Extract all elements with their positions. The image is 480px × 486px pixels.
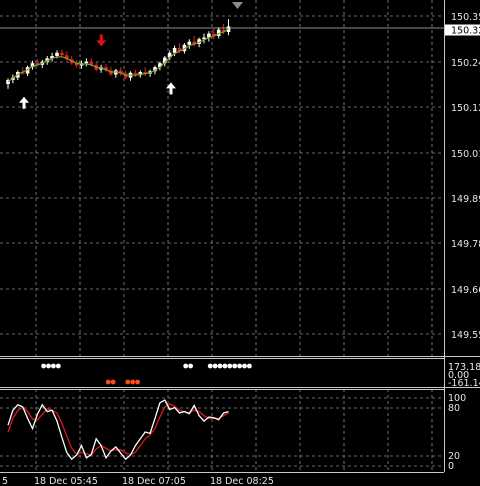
candle-body	[35, 63, 40, 65]
white-dot	[51, 363, 56, 369]
price-label: 149.66	[451, 285, 480, 296]
candle-body	[182, 44, 187, 52]
orange-dot	[105, 379, 111, 385]
stochastic-layer	[7, 399, 229, 461]
candle-body	[104, 67, 108, 71]
candle-body	[89, 61, 94, 65]
stochastic-line	[7, 399, 229, 461]
price-label: 149.78	[451, 239, 480, 250]
candle-body	[153, 67, 157, 72]
candle-body	[20, 72, 25, 74]
panel-frames	[0, 0, 480, 473]
current-price-tag: 150.32	[445, 24, 480, 37]
orange-dot	[110, 379, 116, 385]
buy-arrow-icon	[166, 82, 176, 95]
time-label: 18 Dec 07:05	[122, 476, 186, 486]
price-label: 150.12	[451, 103, 480, 114]
stoch-label: 0	[448, 461, 454, 472]
white-dot	[212, 363, 218, 369]
orange-dot	[135, 379, 141, 385]
grid-lines	[0, 0, 444, 472]
candle-body	[6, 80, 10, 84]
time-label: 18 Dec 08:25	[210, 476, 274, 486]
candle-body	[216, 29, 221, 36]
white-dot	[222, 363, 228, 369]
candle-body	[212, 33, 216, 36]
white-dot	[46, 363, 51, 369]
white-dot	[55, 363, 61, 369]
white-dot	[237, 363, 243, 369]
price-label: 149.55	[451, 330, 480, 341]
time-axis: 5 18 Dec 05:45 18 Dec 07:05 18 Dec 08:25	[2, 476, 274, 486]
dots-label: -161.14	[448, 378, 480, 389]
candle-body	[55, 52, 59, 56]
dots-label: 173.185	[448, 362, 480, 373]
white-dot	[41, 363, 46, 369]
price-label: 149.89	[451, 194, 480, 205]
price-label: 150.35	[451, 12, 480, 23]
candle-body	[167, 52, 172, 58]
candle-body	[172, 48, 177, 53]
white-dot	[232, 363, 238, 369]
sell-arrow-icon	[96, 34, 107, 47]
white-dot	[207, 363, 213, 369]
current-price-label: 150.32	[451, 26, 480, 37]
stoch-label: 100	[448, 393, 466, 404]
candle-body	[187, 41, 192, 45]
candle-body	[25, 67, 30, 74]
candle-body	[118, 70, 123, 74]
dots-label: 0.00	[448, 370, 469, 381]
candle-body	[177, 48, 182, 52]
stoch-axis: 100 80 20 0	[448, 393, 466, 472]
candle-body	[192, 41, 196, 44]
chart-shift-marker[interactable]	[232, 2, 243, 9]
candle-body	[197, 39, 201, 44]
candle-body	[133, 72, 138, 76]
dots-layer	[41, 363, 252, 385]
stoch-label: 80	[448, 403, 460, 414]
white-dot	[183, 363, 189, 369]
time-label: 18 Dec 05:45	[34, 476, 98, 486]
buy-arrow-icon	[19, 96, 29, 109]
candle-body	[50, 56, 54, 59]
current-price-tag-bg	[445, 24, 480, 36]
candle-body	[84, 61, 89, 64]
white-dot	[227, 363, 233, 369]
stoch-label: 20	[448, 451, 460, 462]
dots-axis: 173.185 0.00 -161.14	[448, 362, 480, 389]
orange-dot	[125, 379, 131, 385]
price-label: 150.01	[451, 149, 480, 160]
candle-body	[143, 72, 147, 74]
white-dot	[247, 363, 252, 369]
orange-dot	[130, 379, 136, 385]
moving-average-line	[7, 28, 229, 83]
white-dot	[217, 363, 223, 369]
candle-body	[30, 63, 35, 68]
candle-body	[74, 63, 79, 66]
signal-arrows-layer	[19, 34, 176, 109]
price-label: 150.24	[451, 58, 480, 69]
white-dot	[188, 363, 194, 369]
candle-body	[65, 55, 69, 60]
candle-body	[163, 57, 167, 64]
candle-body	[221, 29, 226, 32]
candle-body	[138, 72, 143, 76]
white-dot	[242, 363, 247, 369]
candle-body	[60, 52, 64, 56]
price-axis: 150.35 150.24 150.12 150.01 149.89 149.7…	[451, 12, 480, 341]
time-label: 5	[2, 476, 8, 486]
candle-body	[202, 37, 206, 40]
candle-body	[207, 33, 211, 38]
candle-body	[45, 58, 49, 62]
candle-body	[158, 63, 162, 68]
moving-average-layer	[0, 27, 444, 83]
